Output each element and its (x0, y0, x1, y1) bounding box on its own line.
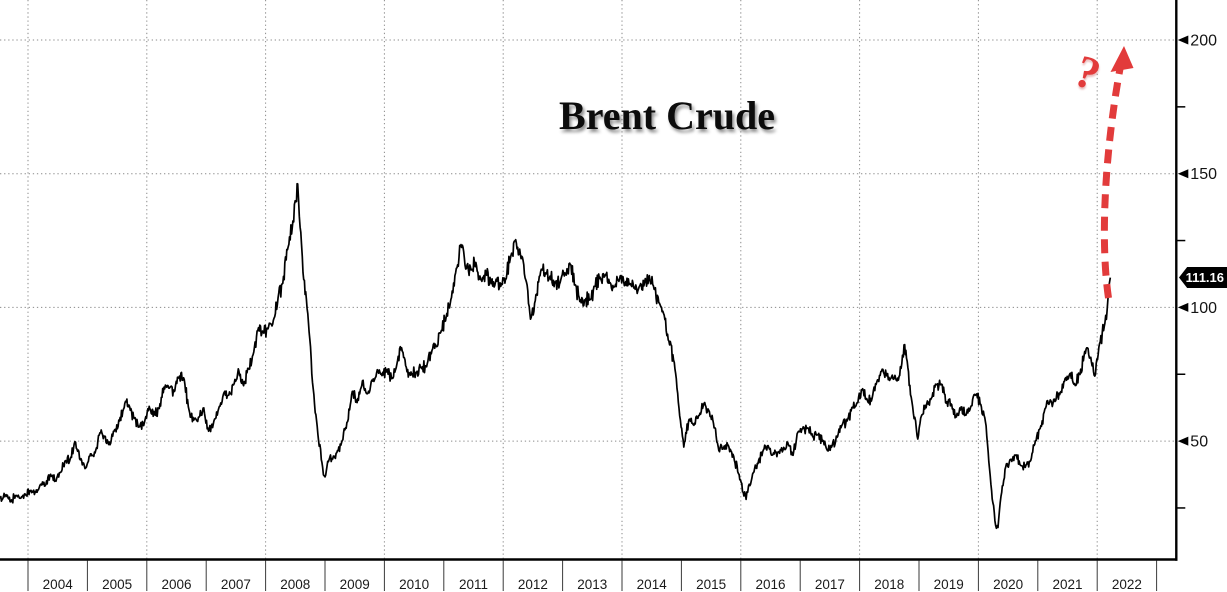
x-tick-label: 2006 (161, 577, 191, 592)
x-tick-label: 2018 (874, 577, 904, 592)
chart-title: Brent Crude (559, 93, 775, 138)
x-tick-label: 2004 (43, 577, 74, 592)
y-tick-arrow-icon (1177, 35, 1189, 45)
x-tick-label: 2015 (696, 577, 726, 592)
y-tick-arrow-icon (1177, 169, 1189, 179)
x-tick-label: 2014 (637, 577, 668, 592)
x-tick-label: 2021 (1052, 577, 1082, 592)
y-tick-label: 200 (1190, 33, 1217, 50)
x-tick-label: 2012 (518, 577, 548, 592)
y-tick-label: 150 (1190, 166, 1217, 183)
y-tick-label: 100 (1190, 300, 1217, 317)
x-tick-label: 2008 (280, 577, 310, 592)
x-tick-label: 2011 (459, 577, 488, 592)
last-price-value: 111.16 (1185, 270, 1224, 285)
projection-arrow-head-icon (1110, 46, 1134, 72)
x-tick-label: 2019 (934, 577, 964, 592)
x-tick-label: 2013 (577, 577, 607, 592)
x-tick-label: 2009 (340, 577, 370, 592)
last-price-tag: 111.16 (1179, 267, 1227, 288)
x-tick-label: 2022 (1112, 577, 1142, 592)
projection-arrow-shaft (1100, 65, 1124, 299)
x-tick-label: 2020 (993, 577, 1023, 592)
x-tick-label: 2010 (399, 577, 429, 592)
x-tick-label: 2016 (755, 577, 785, 592)
x-tick-label: 2005 (102, 577, 132, 592)
x-tick-label: 2007 (221, 577, 251, 592)
y-tick-arrow-icon (1177, 302, 1189, 312)
x-tick-label: 2017 (815, 577, 845, 592)
y-tick-label: 50 (1190, 434, 1208, 451)
y-tick-arrow-icon (1177, 436, 1189, 446)
brent-price-line (0, 182, 1112, 530)
